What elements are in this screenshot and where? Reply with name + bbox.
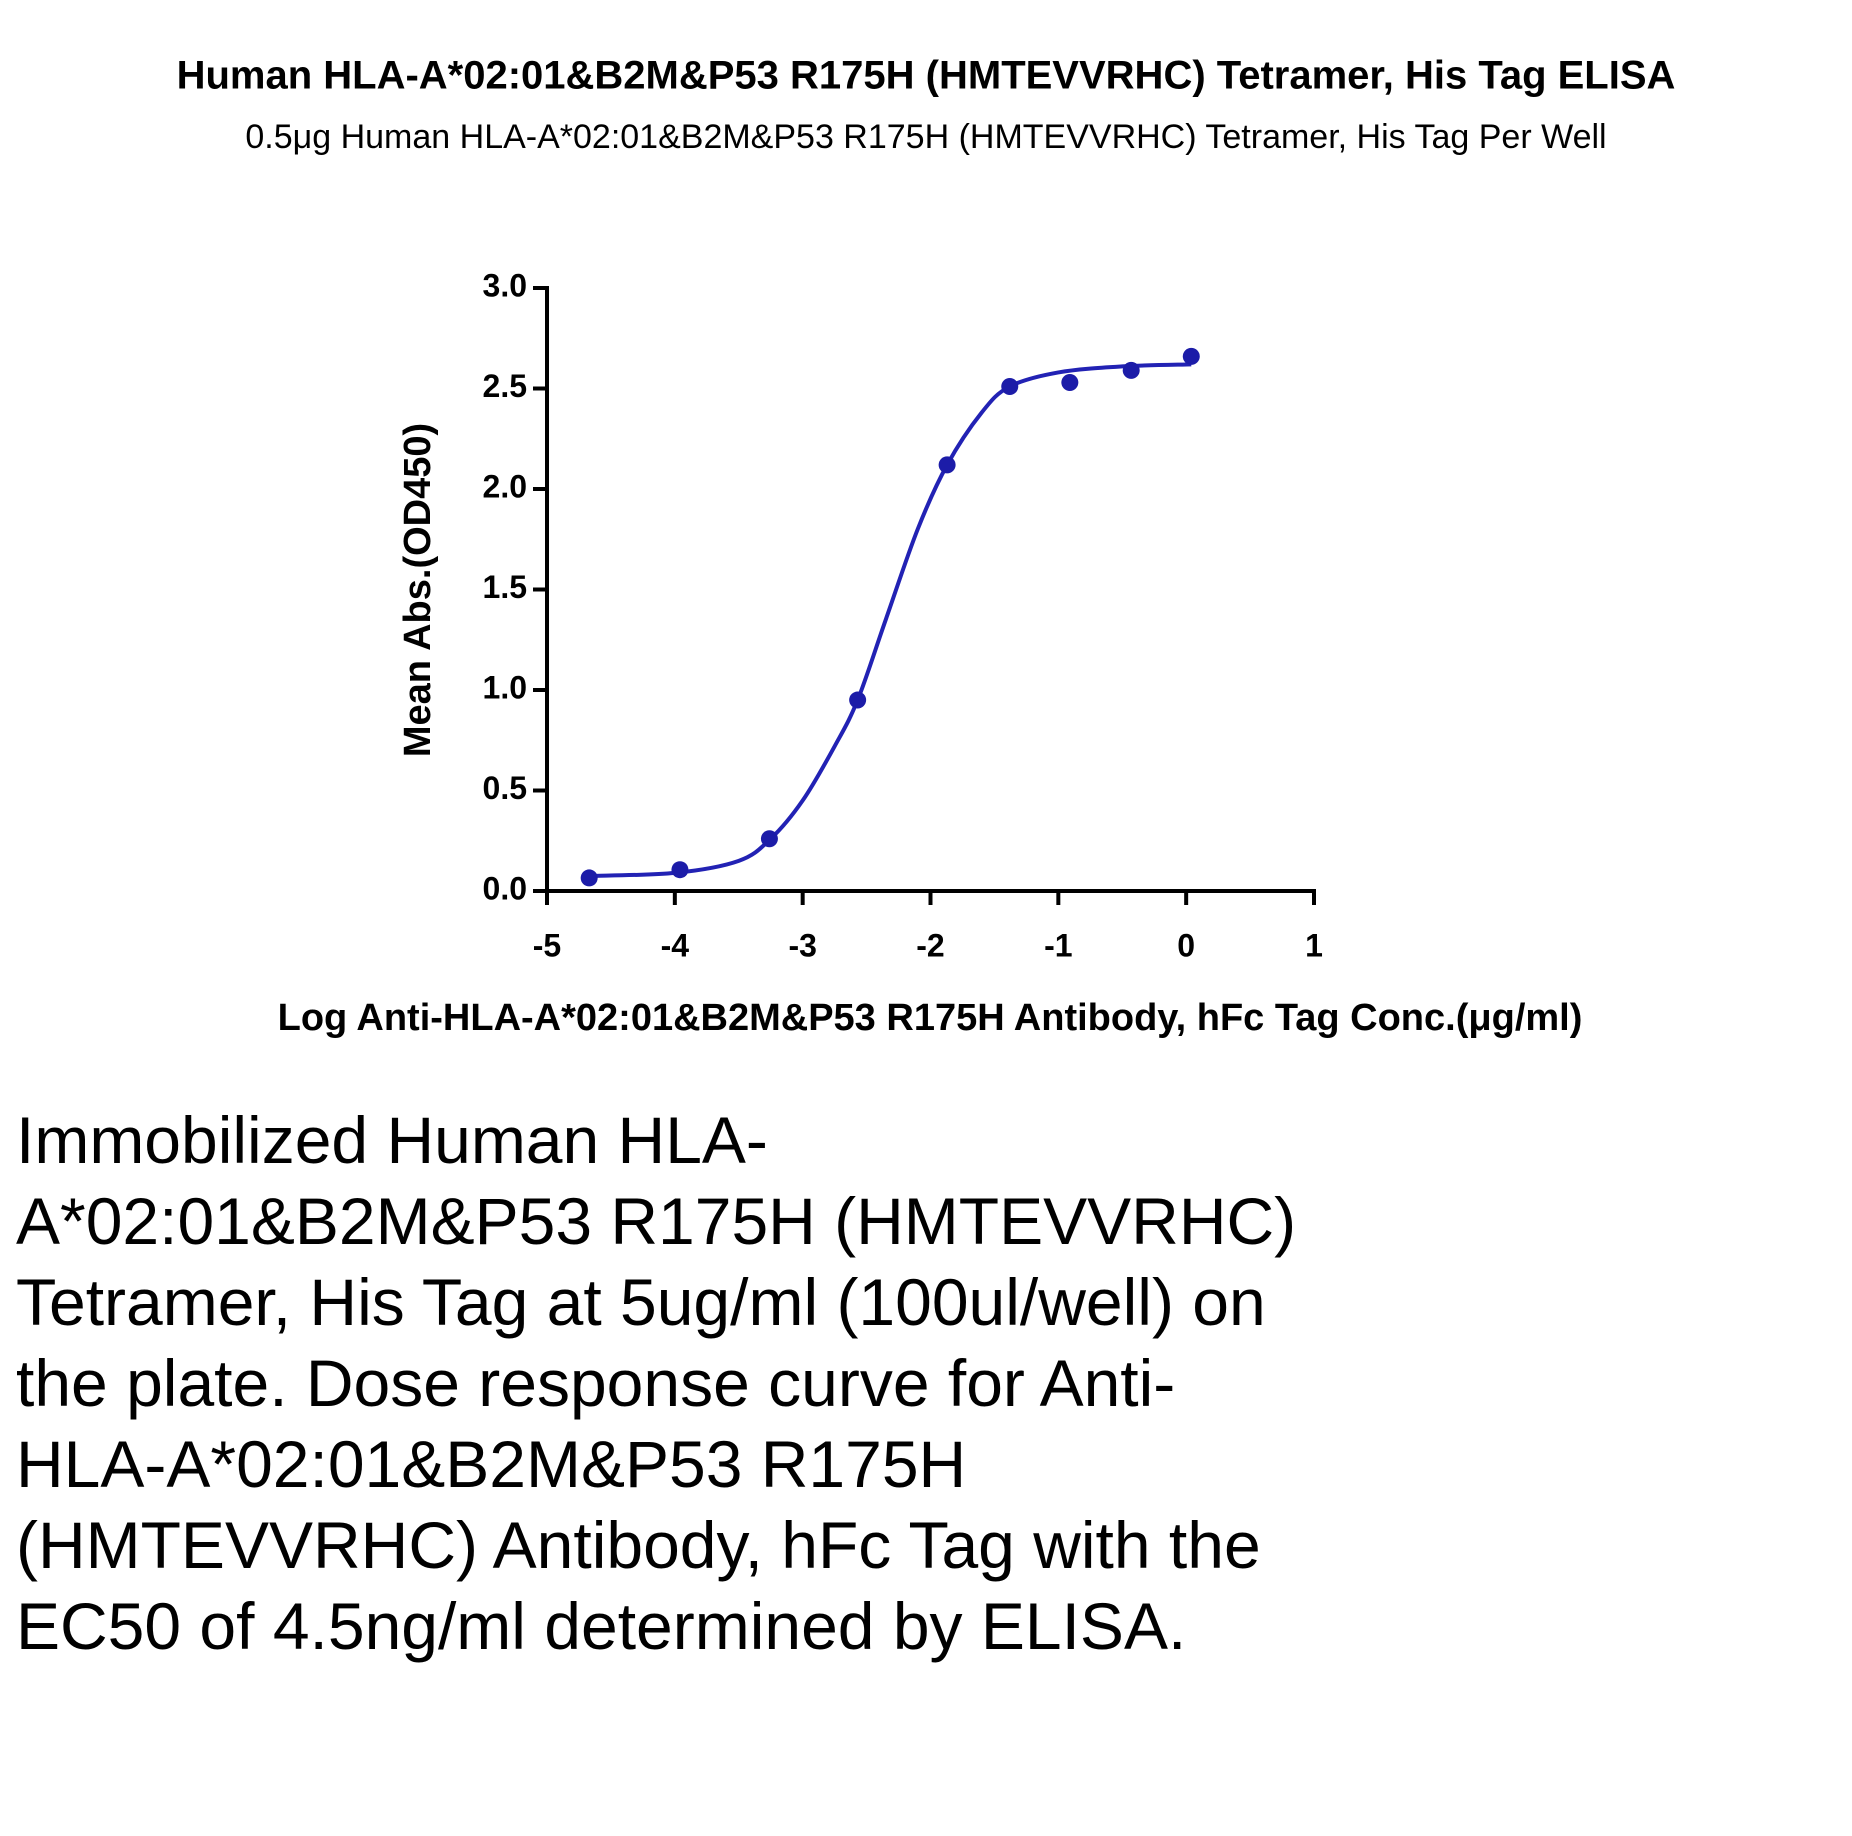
- y-tick-label: 1.5: [483, 569, 527, 605]
- data-point: [580, 869, 598, 887]
- y-tick-label: 3.0: [483, 267, 527, 303]
- data-point: [849, 691, 867, 709]
- y-tick-label: 2.5: [483, 368, 527, 404]
- data-point: [671, 861, 689, 879]
- x-tick-label: -5: [533, 927, 561, 963]
- x-tick-label: -1: [1044, 927, 1072, 963]
- chart: Human HLA-A*02:01&B2M&P53 R175H (HMTEVVR…: [177, 54, 1676, 1039]
- x-axis-label: Log Anti-HLA-A*02:01&B2M&P53 R175H Antib…: [278, 997, 1583, 1039]
- x-tick-label: 0: [1177, 927, 1195, 963]
- data-point: [1061, 373, 1079, 391]
- y-axis-label: Mean Abs.(OD450): [397, 423, 439, 757]
- data-point: [1182, 347, 1200, 365]
- y-tick-label: 1.0: [483, 669, 527, 705]
- x-tick-label: -3: [788, 927, 816, 963]
- y-tick-label: 2.0: [483, 468, 527, 504]
- chart-subtitle: 0.5μg Human HLA-A*02:01&B2M&P53 R175H (H…: [245, 118, 1606, 156]
- data-point: [1001, 377, 1019, 395]
- caption: Immobilized Human HLA-A*02:01&B2M&P53 R1…: [16, 1103, 1297, 1663]
- data-point: [1122, 361, 1140, 379]
- x-tick-label: -4: [661, 927, 690, 963]
- data-point: [938, 456, 956, 474]
- data-point: [760, 830, 778, 848]
- x-tick-label: -2: [916, 927, 944, 963]
- y-tick-label: 0.0: [483, 870, 527, 906]
- chart-title: Human HLA-A*02:01&B2M&P53 R175H (HMTEVVR…: [177, 54, 1676, 98]
- fit-curve: [589, 362, 1192, 878]
- y-tick-label: 0.5: [483, 770, 527, 806]
- x-tick-label: 1: [1305, 927, 1323, 963]
